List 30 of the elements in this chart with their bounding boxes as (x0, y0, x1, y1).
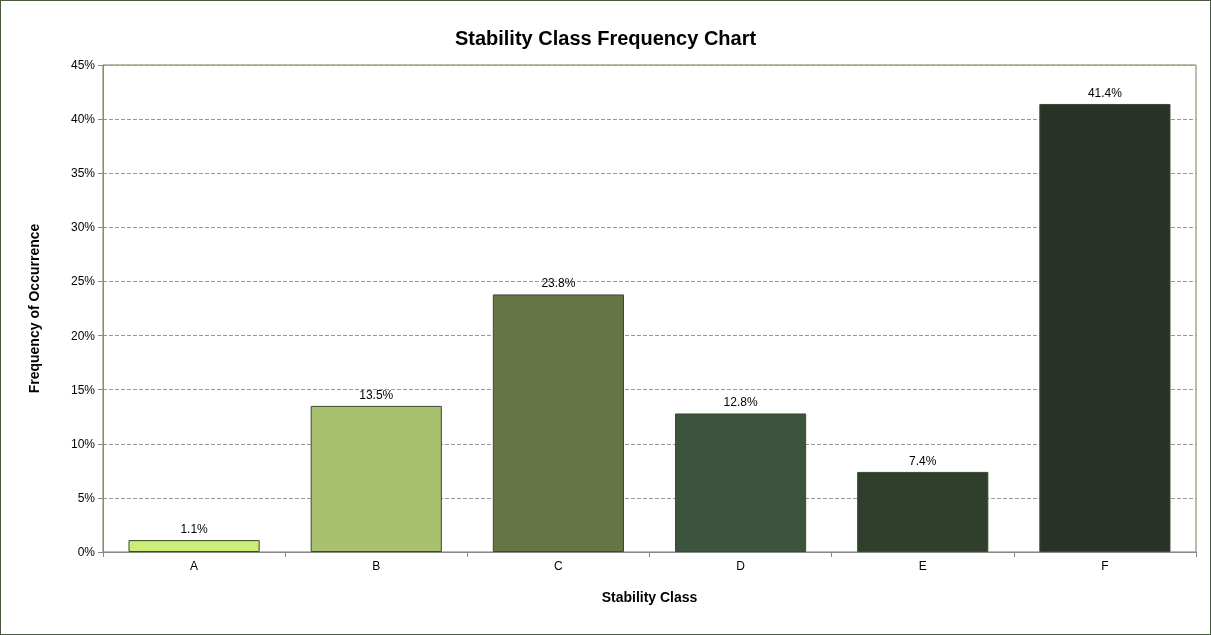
y-tick-label: 10% (70, 436, 96, 451)
chart-title: Stability Class Frequency Chart (454, 27, 757, 49)
data-label: 12.8% (723, 395, 758, 410)
y-tick-label: 20% (70, 328, 96, 343)
y-tick-label: 15% (70, 382, 96, 397)
bar (128, 540, 260, 552)
y-tick-label: 0% (77, 545, 96, 559)
bar (1039, 103, 1171, 552)
bar (675, 413, 807, 552)
x-tick-label: B (372, 559, 381, 573)
y-tick-label: 25% (70, 274, 96, 289)
x-axis-title: Stability Class (601, 589, 698, 605)
data-label: 41.4% (1087, 85, 1123, 100)
x-tick-label: D (736, 559, 746, 573)
data-label: 7.4% (909, 453, 937, 468)
y-tick-label: 5% (77, 490, 96, 505)
data-label: 13.5% (359, 387, 394, 402)
data-label: 23.8% (541, 276, 576, 291)
x-tick-label: F (1101, 559, 1109, 573)
y-tick-label: 35% (70, 166, 96, 181)
y-tick-label: 30% (70, 220, 96, 235)
bar (310, 405, 442, 552)
y-tick-label: 45% (70, 58, 96, 72)
x-tick-label: E (918, 559, 927, 573)
data-label: 1.1% (180, 522, 209, 537)
x-tick-label: C (554, 559, 564, 573)
y-axis-title: Frequency of Occurrence (26, 223, 42, 394)
y-tick-label: 40% (70, 112, 96, 127)
x-tick-label: A (190, 559, 199, 573)
bar (857, 471, 989, 552)
